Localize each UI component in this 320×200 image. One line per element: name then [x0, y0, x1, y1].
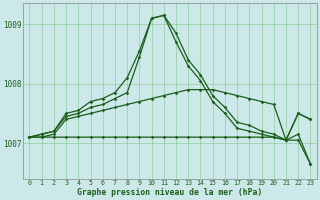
- X-axis label: Graphe pression niveau de la mer (hPa): Graphe pression niveau de la mer (hPa): [77, 188, 263, 197]
